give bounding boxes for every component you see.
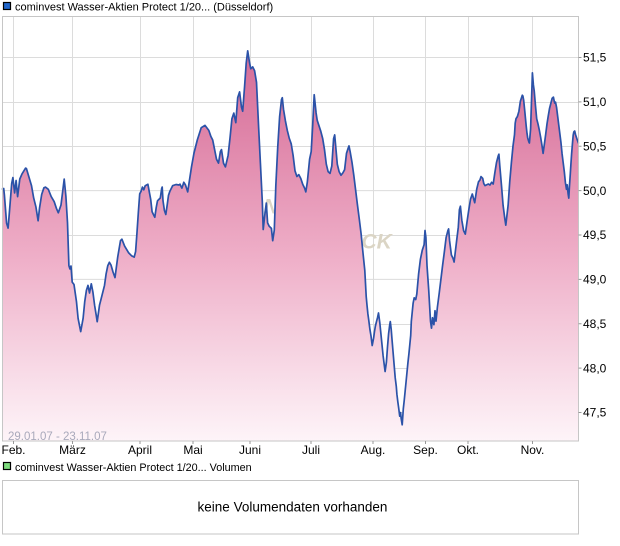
svg-text:48,5: 48,5 (583, 317, 607, 331)
svg-text:Nov.: Nov. (521, 443, 545, 457)
svg-text:47,5: 47,5 (583, 406, 607, 420)
svg-text:CK: CK (362, 231, 394, 254)
svg-text:49,5: 49,5 (583, 228, 607, 242)
svg-text:April: April (128, 443, 152, 457)
svg-text:Aug.: Aug. (361, 443, 386, 457)
svg-text:keine Volumendaten vorhanden: keine Volumendaten vorhanden (198, 500, 388, 515)
svg-text:Juli: Juli (302, 443, 320, 457)
svg-text:Okt.: Okt. (457, 443, 479, 457)
svg-text:Mai: Mai (183, 443, 202, 457)
svg-text:29.01.07 - 23.11.07: 29.01.07 - 23.11.07 (8, 431, 107, 443)
svg-text:50,0: 50,0 (583, 184, 607, 198)
svg-text:Juni: Juni (239, 443, 261, 457)
svg-text:51,5: 51,5 (583, 51, 607, 65)
svg-text:cominvest Wasser-Aktien Protec: cominvest Wasser-Aktien Protect 1/20... … (15, 462, 252, 474)
svg-text:März: März (59, 443, 86, 457)
svg-text:50,5: 50,5 (583, 139, 607, 153)
svg-text:Feb.: Feb. (1, 443, 25, 457)
svg-text:48,0: 48,0 (583, 361, 607, 375)
svg-text:51,0: 51,0 (583, 95, 607, 109)
svg-text:cominvest Wasser-Aktien Protec: cominvest Wasser-Aktien Protect 1/20... … (15, 2, 273, 14)
svg-text:Sep.: Sep. (413, 443, 438, 457)
svg-text:49,0: 49,0 (583, 273, 607, 287)
